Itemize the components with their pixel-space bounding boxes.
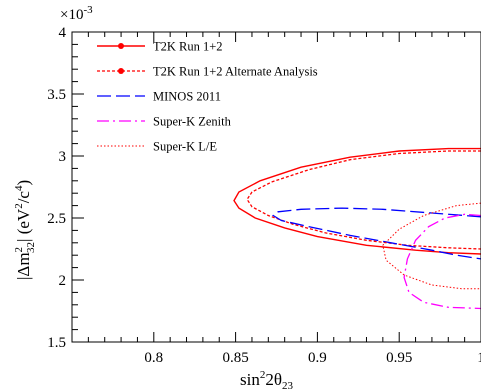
plot-frame bbox=[71, 31, 481, 343]
x-tick-label: 0.95 bbox=[386, 350, 412, 366]
x-tick-label: 0.9 bbox=[308, 350, 327, 366]
legend-label-4: Super-K L/E bbox=[153, 140, 217, 154]
legend-label-3: Super-K Zenith bbox=[153, 115, 232, 129]
x-axis-label: sin22θ23 bbox=[240, 369, 294, 392]
x-label-sub: 23 bbox=[282, 380, 294, 392]
series-line-1 bbox=[246, 150, 481, 250]
y-tick-label: 2.5 bbox=[47, 211, 66, 227]
legend: T2K Run 1+2 T2K Run 1+2 Alternate Analysi… bbox=[97, 40, 318, 154]
legend-marker-1 bbox=[118, 68, 124, 74]
y-tick-label: 4 bbox=[59, 25, 67, 41]
y-label-sub: 32 bbox=[25, 242, 37, 253]
series-line-2 bbox=[272, 207, 481, 260]
series-line-3 bbox=[403, 213, 481, 310]
legend-label-0: T2K Run 1+2 bbox=[153, 40, 223, 54]
legend-label-1: T2K Run 1+2 Alternate Analysis bbox=[153, 65, 318, 79]
legend-label-2: MINOS 2011 bbox=[153, 90, 221, 104]
y-tick-label: 1.5 bbox=[47, 335, 66, 351]
y-label-sup3: 4 bbox=[13, 185, 25, 191]
y-label-mid2: /c bbox=[14, 191, 33, 204]
x-tick-label: 0.85 bbox=[222, 350, 248, 366]
y-multiplier: ×10-3 bbox=[60, 4, 93, 23]
legend-marker-0 bbox=[118, 43, 124, 49]
y-label-open: |Δm bbox=[14, 252, 33, 280]
y-multiplier-base: ×10 bbox=[60, 7, 83, 23]
x-label-mid: 2θ bbox=[265, 370, 282, 389]
y-tick-label: 3 bbox=[59, 149, 67, 165]
y-label-mid: | (eV bbox=[14, 208, 33, 242]
series-layer bbox=[233, 147, 481, 310]
tick-layer: 0.8 0.85 0.9 0.95 1 1.5 2 2.5 3 3.5 4 bbox=[47, 25, 481, 366]
y-label-sup: 2 bbox=[13, 247, 25, 253]
x-tick-label: 1 bbox=[477, 350, 481, 366]
y-tick-label: 3.5 bbox=[47, 87, 66, 103]
x-tick-label: 0.8 bbox=[144, 350, 163, 366]
y-multiplier-exp: -3 bbox=[83, 4, 93, 16]
x-label-sup: 2 bbox=[260, 369, 266, 381]
y-label-sup2: 2 bbox=[13, 203, 25, 209]
y-axis-label: |Δm232| (eV2/c4) bbox=[13, 180, 37, 280]
x-label-base: sin bbox=[240, 370, 260, 389]
series-line-0 bbox=[233, 147, 481, 255]
series-line-4 bbox=[382, 202, 481, 290]
y-label-close: ) bbox=[14, 180, 33, 186]
y-tick-label: 2 bbox=[59, 273, 67, 289]
